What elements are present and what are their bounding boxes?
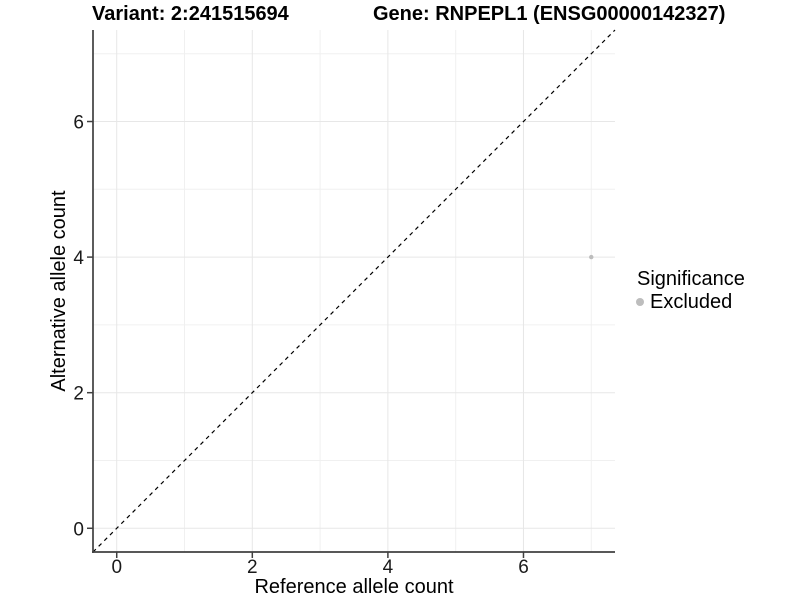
data-point: [589, 254, 594, 260]
plot-title-gene: Gene: RNPEPL1 (ENSG00000142327): [373, 3, 726, 25]
legend: Significance Excluded: [636, 268, 745, 313]
legend-item-label: Excluded: [650, 291, 733, 313]
legend-item-excluded: Excluded: [636, 291, 745, 313]
y-tick-label: 4: [73, 248, 84, 269]
y-tick-label: 2: [73, 384, 84, 405]
y-tick-label: 0: [73, 519, 84, 540]
x-tick-label: 6: [518, 557, 529, 578]
x-tick-label: 2: [247, 557, 258, 578]
x-tick-label: 4: [383, 557, 394, 578]
identity-dashed-line: [92, 29, 616, 553]
legend-title: Significance: [637, 268, 745, 290]
y-axis-title: Alternative allele count: [48, 190, 70, 392]
x-axis-title: Reference allele count: [254, 576, 454, 598]
plot-title-variant: Variant: 2:241515694: [92, 3, 289, 25]
x-tick-label: 0: [111, 557, 122, 578]
y-tick-label: 6: [73, 113, 84, 134]
excluded-point-icon: [636, 298, 644, 306]
